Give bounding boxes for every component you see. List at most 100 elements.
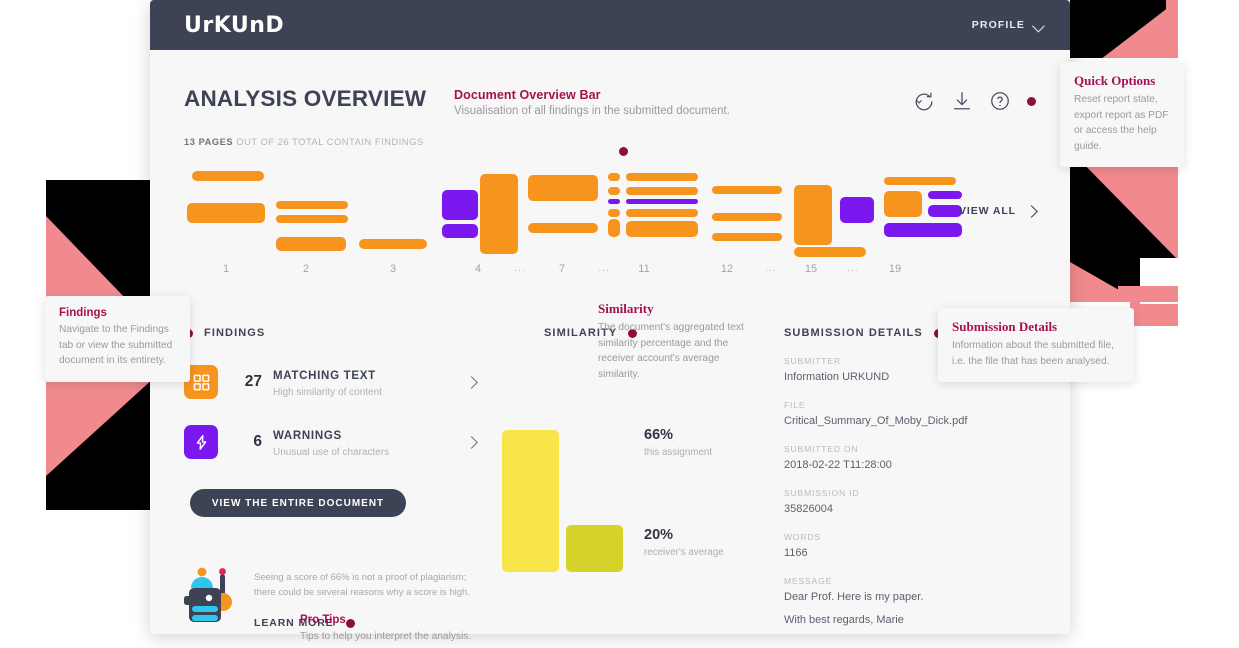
- overview-segment-page-15[interactable]: [794, 185, 832, 245]
- view-all-button[interactable]: VIEW ALL: [959, 204, 1038, 218]
- findings-section-header: FINDINGS: [184, 327, 484, 339]
- overview-segment-page-12[interactable]: [712, 233, 782, 241]
- overview-bar-subtitle: Visualisation of all findings in the sub…: [454, 105, 730, 117]
- overview-segment-page-12[interactable]: [712, 213, 782, 221]
- learn-more-link[interactable]: LEARN MORE: [254, 617, 482, 629]
- detail-field: SUBMITTER Information URKUND: [784, 356, 1034, 383]
- report-card: UrKUnD PROFILE ANALYSIS OVERVIEW Documen…: [150, 0, 1070, 634]
- pro-tip-text-block: Seeing a score of 66% is not a proof of …: [254, 565, 482, 632]
- overview-segment-page-11[interactable]: [608, 173, 620, 181]
- deco-block-right-pink-3: [1118, 286, 1178, 302]
- submission-message: MESSAGE Dear Prof. Here is my paper. Wit…: [784, 576, 1034, 626]
- overview-segment-page-3[interactable]: [359, 239, 427, 249]
- pages-rest: OUT OF 26 TOTAL CONTAIN FINDINGS: [236, 137, 424, 147]
- overview-segment-page-2[interactable]: [276, 215, 348, 223]
- overview-segment-page-11[interactable]: [608, 219, 620, 237]
- profile-label: PROFILE: [971, 19, 1025, 31]
- bar-value: 66%: [644, 427, 674, 443]
- overview-tick: 15: [804, 263, 818, 275]
- overview-tick: 19: [888, 263, 902, 275]
- detail-field-key: SUBMITTED ON: [784, 444, 859, 454]
- detail-field-value: 35826004: [784, 503, 833, 515]
- overview-segment-page-11[interactable]: [608, 209, 620, 217]
- overview-segment-page-1[interactable]: [192, 171, 264, 181]
- callout-body: Reset report state, export report as PDF…: [1074, 94, 1169, 152]
- overview-tick: ...: [514, 263, 526, 274]
- callout-title: Similarity: [598, 301, 654, 316]
- overview-tick: 12: [720, 263, 734, 275]
- overview-segment-page-11[interactable]: [626, 173, 698, 181]
- callout-body: Information about the submitted file, i.…: [952, 340, 1114, 367]
- learn-more-hotspot-dot[interactable]: [345, 618, 355, 628]
- overview-segment-page-19[interactable]: [928, 205, 962, 217]
- overview-segment-page-19[interactable]: [884, 223, 962, 237]
- pages-count: 13 PAGES: [184, 137, 234, 147]
- overview-segment-page-2[interactable]: [276, 237, 346, 251]
- callout-body: Tips to help you interpret the analysis.: [300, 631, 472, 642]
- overview-bar-hotspot-dot[interactable]: [619, 147, 628, 156]
- reset-icon[interactable]: [913, 90, 935, 112]
- finding-title: MATCHING TEXT: [273, 370, 376, 382]
- overview-segment-page-19[interactable]: [928, 191, 962, 199]
- overview-segment-page-4[interactable]: [442, 190, 478, 220]
- overview-segment-page-7[interactable]: [528, 223, 598, 233]
- overview-tick: ...: [598, 263, 610, 274]
- learn-more-label: LEARN MORE: [254, 617, 334, 630]
- finding-text: WARNINGS Unusual use of characters: [273, 426, 389, 458]
- urkund-logo[interactable]: UrKUnD: [184, 12, 285, 38]
- profile-menu[interactable]: PROFILE: [972, 19, 1044, 31]
- overview-tick: 3: [389, 263, 397, 275]
- bar-label-this-assignment: 66% this assignment: [644, 427, 712, 458]
- finding-row-warnings[interactable]: 6 WARNINGS Unusual use of characters: [184, 425, 484, 459]
- document-overview-bar: 1 2 3 4... 7... 11 12... 15... 19 VIEW ALL: [184, 147, 1038, 285]
- overview-segment-page-4[interactable]: [442, 224, 478, 238]
- callout-similarity: Similarity The document's aggregated tex…: [598, 301, 760, 382]
- overview-segment-page-11[interactable]: [608, 187, 620, 195]
- overview-segment-page-19[interactable]: [884, 191, 922, 217]
- finding-count: 27: [244, 373, 262, 390]
- overview-tick: ...: [765, 263, 777, 274]
- detail-field: SUBMITTED ON 2018-02-22 T11:28:00: [784, 444, 1034, 471]
- overview-tick: 11: [638, 263, 650, 275]
- overview-segment-page-4[interactable]: [480, 174, 518, 254]
- help-icon[interactable]: [989, 90, 1011, 112]
- message-line-1: Dear Prof. Here is my paper.: [784, 591, 924, 603]
- overview-segment-page-11[interactable]: [626, 187, 698, 195]
- callout-quick-options: Quick Options Reset report state, export…: [1060, 62, 1184, 167]
- overview-segment-page-12[interactable]: [712, 186, 782, 194]
- overview-segment-page-15[interactable]: [794, 247, 866, 257]
- quick-options-hotspot-dot[interactable]: [1027, 96, 1036, 106]
- view-entire-document-button[interactable]: VIEW THE ENTIRE DOCUMENT: [190, 489, 406, 517]
- chevron-right-icon[interactable]: [465, 435, 478, 449]
- detail-field: FILE Critical_Summary_Of_Moby_Dick.pdf: [784, 400, 1034, 427]
- pro-tip-text: Seeing a score of 66% is not a proof of …: [254, 572, 470, 598]
- overview-tick: 4: [474, 263, 482, 275]
- download-icon[interactable]: [951, 90, 973, 112]
- bar-category: this assignment: [644, 447, 713, 458]
- overview-segment-page-11[interactable]: [626, 199, 698, 204]
- overview-tick: 2: [302, 263, 310, 275]
- similarity-hotspot-dot[interactable]: [628, 328, 638, 338]
- overview-segment-page-2[interactable]: [276, 201, 348, 209]
- similarity-column: SIMILARITY 66% this assignment 20% recei…: [484, 327, 784, 632]
- detail-field-key: WORDS: [784, 532, 821, 542]
- overview-segment-page-1[interactable]: [187, 203, 265, 223]
- overview-tick: ...: [847, 263, 859, 274]
- callout-body: The document's aggregated text similarit…: [598, 322, 744, 380]
- findings-section-title: FINDINGS: [204, 327, 266, 339]
- finding-row-matching-text[interactable]: 27 MATCHING TEXT High similarity of cont…: [184, 365, 484, 399]
- detail-field-value: 2018-02-22 T11:28:00: [784, 459, 892, 471]
- overview-segment-page-15[interactable]: [840, 197, 874, 223]
- overview-segment-page-11[interactable]: [626, 221, 698, 237]
- submission-details-fields: SUBMITTER Information URKUND FILE Critical_…: [784, 356, 1034, 559]
- overview-segment-page-11[interactable]: [608, 199, 620, 204]
- chevron-right-icon[interactable]: [465, 375, 478, 389]
- detail-field: SUBMISSION ID 35826004: [784, 488, 1034, 515]
- bar-value: 20%: [644, 527, 674, 543]
- similarity-section-title: SIMILARITY: [544, 327, 618, 339]
- overview-segment-page-19[interactable]: [884, 177, 956, 185]
- overview-segment-page-7[interactable]: [528, 175, 598, 201]
- detail-field-value: 1166: [784, 547, 808, 559]
- overview-bar-segments[interactable]: [184, 161, 1036, 257]
- overview-segment-page-11[interactable]: [626, 209, 698, 217]
